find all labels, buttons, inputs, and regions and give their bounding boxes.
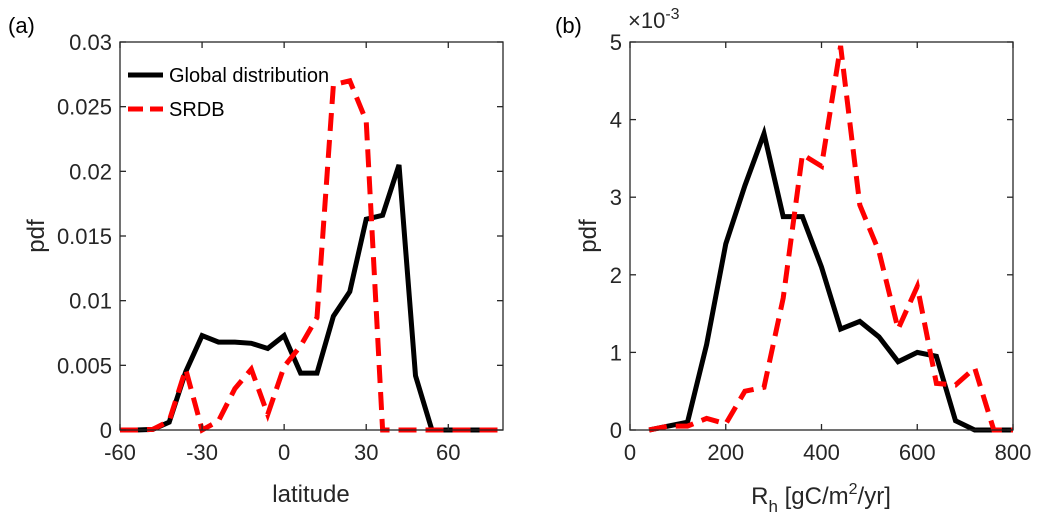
panel-a-ytick-label: 0.03 — [69, 30, 112, 55]
panel-b-exponent-power: -3 — [665, 6, 679, 23]
panel-a-label: (a) — [8, 13, 35, 38]
panel-b-ytick-label: 5 — [610, 30, 622, 55]
legend-srdb-label: SRDB — [169, 99, 225, 121]
panel-b-xtick-label: 200 — [707, 440, 744, 465]
panel-b-exponent: ×10-3 — [628, 6, 680, 33]
panel-b-label: (b) — [555, 13, 582, 38]
panel-b-series-group — [648, 45, 1013, 433]
panel-b-xlabel-main: R — [751, 483, 768, 510]
panel-a-ytick-label: 0.025 — [57, 95, 112, 120]
panel-b-xlabel-unit-b: /yr] — [858, 483, 891, 510]
panel-a-xtick-label: 30 — [354, 440, 378, 465]
panel-a-xtick-label: -30 — [186, 440, 218, 465]
panel-b-ytick-label: 3 — [610, 185, 622, 210]
panel-b-xtick-label: 600 — [899, 440, 936, 465]
panel-a: (a) -60 -30 0 30 60 0 0.005 0.01 0.015 0.02 0.025 0… — [8, 13, 504, 508]
panel-b-xlabel-sup: 2 — [849, 481, 858, 498]
panel-a-xlabel: latitude — [272, 481, 349, 508]
panel-b-ytick-label: 0 — [610, 418, 622, 443]
panel-a-ticks: -60 -30 0 30 60 0 0.005 0.01 0.015 0.02 0.025 0.03 — [57, 30, 503, 465]
panel-b-series-srdb-line — [648, 45, 1013, 433]
panel-a-legend: Global distribution SRDB — [128, 65, 329, 121]
panel-b-ticks: 0 200 400 600 800 0 1 2 3 4 5 — [610, 30, 1032, 465]
panel-a-ytick-label: 0.005 — [57, 353, 112, 378]
panel-b-series-global-line — [648, 124, 1013, 433]
panel-a-ytick-label: 0.01 — [69, 289, 112, 314]
panel-a-xtick-label: 0 — [278, 440, 290, 465]
panel-b-ylabel: pdf — [575, 219, 602, 253]
panel-b-xtick-label: 0 — [624, 440, 636, 465]
panel-a-ytick-label: 0 — [100, 418, 112, 443]
panel-a-xtick-label: 60 — [436, 440, 460, 465]
panel-a-ytick-label: 0.015 — [57, 224, 112, 249]
panel-b-xtick-label: 400 — [803, 440, 840, 465]
panel-b-exponent-base: ×10 — [628, 8, 665, 33]
legend-global-label: Global distribution — [169, 65, 329, 87]
panel-b-plot-frame — [629, 41, 1014, 431]
panel-b-ytick-label: 1 — [610, 340, 622, 365]
panel-b-xlabel-sub: h — [768, 497, 777, 516]
panel-a-series-group — [120, 77, 498, 434]
panel-a-series-srdb-line — [120, 77, 498, 434]
panel-b-ytick-label: 4 — [610, 108, 622, 133]
panel-a-ytick-label: 0.02 — [69, 159, 112, 184]
panel-b-xtick-label: 800 — [995, 440, 1032, 465]
panel-b-ytick-label: 2 — [610, 263, 622, 288]
panel-b-xlabel: Rh [gC/m2/yr] — [751, 481, 891, 516]
panel-b-xlabel-unit-a: [gC/m — [778, 483, 849, 510]
panel-a-xtick-label: -60 — [104, 440, 136, 465]
panel-a-ylabel: pdf — [23, 219, 50, 253]
